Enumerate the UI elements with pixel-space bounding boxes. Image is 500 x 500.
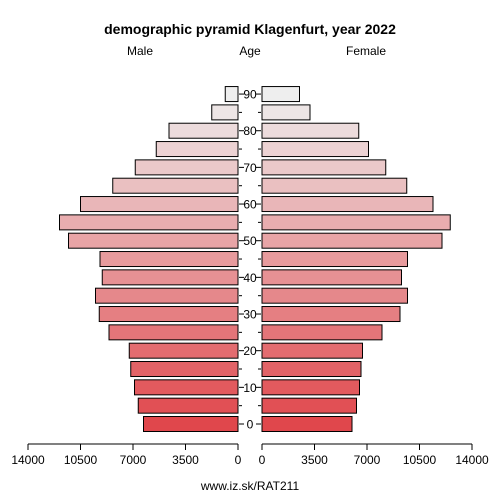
- male-bar-age-40: [101, 269, 239, 286]
- male-bar-age-25: [108, 324, 239, 341]
- male-header: Male: [127, 44, 153, 58]
- age-tick-label: 10: [243, 381, 257, 395]
- x-tick-label-female: 3500: [301, 453, 328, 467]
- female-bar-age-60: [261, 196, 434, 213]
- female-bar-age-70: [261, 159, 387, 176]
- male-bar-age-60: [80, 196, 239, 213]
- male-bar-age-0: [143, 416, 239, 432]
- x-tick-label-male: 0: [235, 453, 242, 467]
- female-bar-age-85: [261, 104, 311, 121]
- female-bar-age-15: [261, 361, 362, 378]
- female-bar-age-35: [261, 287, 408, 304]
- x-axis-male: 14000 10500 7000 3500 0: [11, 443, 242, 467]
- female-bar-age-55: [261, 214, 451, 231]
- age-tick-label: 30: [243, 308, 257, 322]
- x-tick-label-male: 10500: [64, 453, 98, 467]
- male-bar-age-15: [130, 361, 239, 378]
- chart-title: demographic pyramid Klagenfurt, year 202…: [104, 21, 396, 37]
- x-tick-label-female: 10500: [403, 453, 437, 467]
- x-axis-female: 0 3500 7000 10500 14000: [259, 443, 489, 467]
- male-bar-age-45: [99, 251, 239, 268]
- age-tick-label: 40: [243, 271, 257, 285]
- female-bar-age-90: [261, 86, 300, 103]
- female-bar-age-25: [261, 324, 383, 341]
- male-bar-age-20: [128, 342, 239, 359]
- age-tick-label: 90: [243, 88, 257, 102]
- male-bar-age-65: [112, 177, 239, 194]
- age-header: Age: [239, 44, 261, 58]
- x-tick-label-male: 14000: [11, 453, 45, 467]
- age-axis: 0 10 20 30 40 50 60 70 80 90: [239, 88, 261, 432]
- x-tick-label-female: 7000: [354, 453, 381, 467]
- x-tick-label-male: 7000: [120, 453, 147, 467]
- female-bar-age-50: [261, 232, 443, 249]
- male-bars: [59, 86, 239, 432]
- male-bar-age-5: [137, 397, 239, 414]
- male-bar-age-55: [59, 214, 239, 231]
- female-bar-age-30: [261, 306, 401, 323]
- female-bars: [261, 86, 451, 432]
- male-bar-age-30: [98, 306, 239, 323]
- female-header: Female: [346, 44, 386, 58]
- x-tick-label-male: 3500: [172, 453, 199, 467]
- female-bar-age-45: [261, 251, 408, 268]
- male-bar-age-90: [224, 86, 239, 103]
- age-tick-label: 70: [243, 161, 257, 175]
- age-tick-label: 50: [243, 234, 257, 248]
- female-bar-age-75: [261, 141, 369, 158]
- male-bar-age-35: [95, 287, 239, 304]
- female-bar-age-0: [261, 416, 353, 432]
- age-tick-label: 80: [243, 124, 257, 138]
- male-bar-age-50: [68, 232, 239, 249]
- female-bar-age-10: [261, 379, 360, 396]
- age-tick-label: 60: [243, 198, 257, 212]
- footer-source: www.iz.sk/RAT211: [200, 479, 300, 493]
- x-tick-label-female: 0: [259, 453, 266, 467]
- male-bar-age-70: [134, 159, 239, 176]
- x-tick-label-female: 14000: [455, 453, 489, 467]
- female-bar-age-80: [261, 122, 360, 139]
- age-tick-label: 20: [243, 344, 257, 358]
- male-bar-age-75: [155, 141, 239, 158]
- age-tick-label: 0: [247, 418, 254, 432]
- male-bar-age-85: [211, 104, 239, 121]
- male-bar-age-10: [134, 379, 239, 396]
- female-bar-age-40: [261, 269, 402, 286]
- female-bar-age-5: [261, 397, 357, 414]
- male-bar-age-80: [168, 122, 239, 139]
- female-bar-age-20: [261, 342, 363, 359]
- female-bar-age-65: [261, 177, 408, 194]
